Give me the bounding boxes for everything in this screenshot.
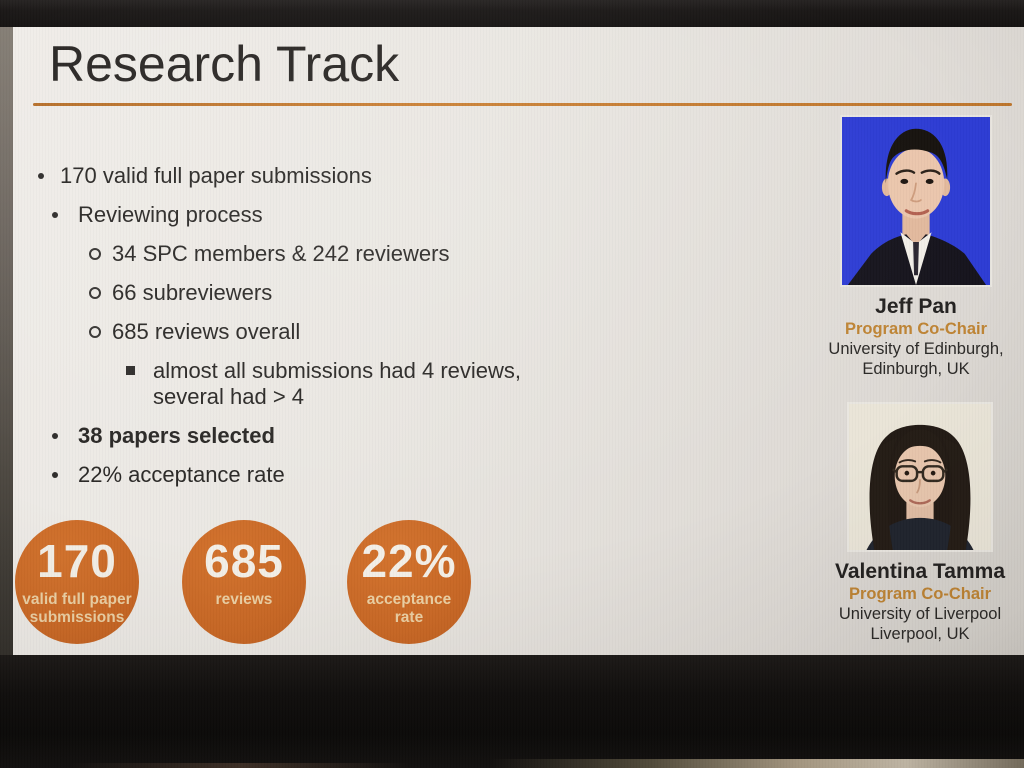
bullet-square-icon xyxy=(126,366,135,375)
bullet-circle-icon xyxy=(89,326,101,338)
bullet-text: almost all submissions had 4 reviews, se… xyxy=(153,358,522,409)
screen-edge-left xyxy=(0,27,13,655)
bullet-dot-icon xyxy=(52,433,58,439)
bullet-item: 170 valid full paper submissions xyxy=(13,163,633,189)
stat-label: acceptance rate xyxy=(366,590,452,626)
person-role: Program Co-Chair xyxy=(848,585,992,603)
person-card-jeff-pan: Jeff Pan Program Co-Chair University of … xyxy=(805,115,1024,379)
bullet-text: 685 reviews overall xyxy=(112,319,301,344)
desk-reflection xyxy=(70,763,410,768)
person-affiliation: Edinburgh, UK xyxy=(862,360,970,378)
stat-value: 685 xyxy=(204,534,284,587)
jeff-pan-portrait xyxy=(840,115,992,287)
stat-circle-reviews: 685 reviews xyxy=(182,520,306,644)
bullet-text: 34 SPC members & 242 reviewers xyxy=(112,241,450,266)
stat-value: 170 xyxy=(37,534,117,587)
portrait-illustration xyxy=(842,117,990,285)
bullet-item: 22% acceptance rate xyxy=(13,462,633,488)
person-name: Valentina Tamma xyxy=(834,560,1005,583)
portrait-illustration xyxy=(849,404,991,550)
presentation-slide: Research Track 170 valid full paper subm… xyxy=(13,27,1024,655)
person-affiliation: University of Edinburgh, xyxy=(828,340,1004,358)
stat-circle-submissions: 170 valid full paper submissions xyxy=(15,520,139,644)
bullet-list: 170 valid full paper submissions Reviewi… xyxy=(13,163,633,501)
person-card-valentina-tamma: Valentina Tamma Program Co-Chair Univers… xyxy=(809,402,1024,644)
stat-circles: 170 valid full paper submissions 685 rev… xyxy=(15,520,485,644)
bullet-dot-icon xyxy=(52,212,58,218)
bullet-item: almost all submissions had 4 reviews, se… xyxy=(13,358,553,410)
title-underline xyxy=(33,103,1012,106)
person-affiliation: Liverpool, UK xyxy=(870,625,970,643)
bullet-item: 66 subreviewers xyxy=(13,280,633,306)
slide-title: Research Track xyxy=(49,36,400,92)
bullet-item: 34 SPC members & 242 reviewers xyxy=(13,241,633,267)
bullet-circle-icon xyxy=(89,248,101,260)
valentina-tamma-portrait xyxy=(847,402,993,552)
bullet-dot-icon xyxy=(38,173,44,179)
monitor-bezel-bottom xyxy=(0,655,1024,768)
bullet-item: Reviewing process xyxy=(13,202,633,228)
stat-label: reviews xyxy=(215,590,273,608)
bullet-text: 22% acceptance rate xyxy=(78,462,285,487)
bullet-text: Reviewing process xyxy=(78,202,263,227)
stat-circle-acceptance: 22% acceptance rate xyxy=(347,520,471,644)
monitor-bezel-top xyxy=(0,0,1024,27)
stat-label: valid full paper submissions xyxy=(22,590,132,626)
person-affiliation: University of Liverpool xyxy=(838,605,1002,623)
person-role: Program Co-Chair xyxy=(844,320,988,338)
bullet-text: 66 subreviewers xyxy=(112,280,273,305)
bullet-item: 685 reviews overall xyxy=(13,319,633,345)
bullet-text: 170 valid full paper submissions xyxy=(60,163,372,188)
stat-value: 22% xyxy=(361,534,457,587)
bullet-circle-icon xyxy=(89,287,101,299)
bullet-item: 38 papers selected xyxy=(13,423,633,449)
bullet-text: 38 papers selected xyxy=(78,423,275,448)
bullet-dot-icon xyxy=(52,472,58,478)
person-name: Jeff Pan xyxy=(875,295,957,318)
desk-reflection xyxy=(490,759,1024,768)
